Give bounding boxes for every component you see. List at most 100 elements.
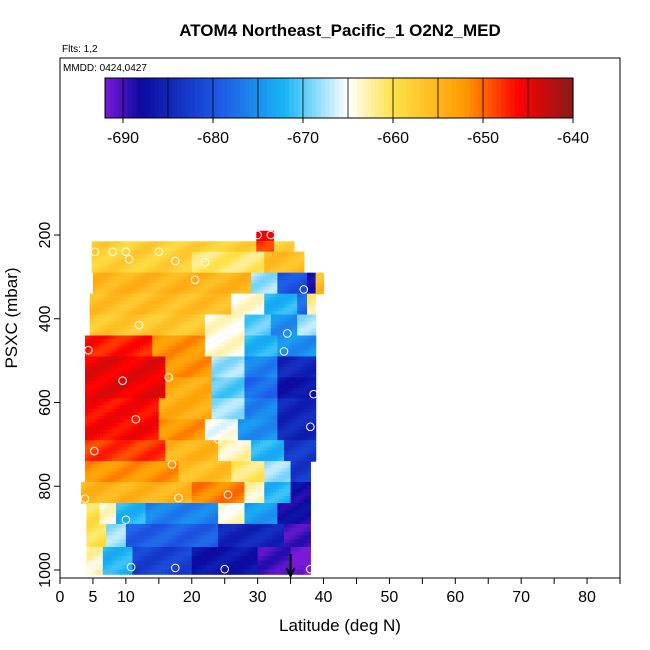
heatmap-cell [217, 415, 222, 420]
heatmap-cell [171, 373, 176, 378]
heatmap-cell [201, 307, 205, 312]
heatmap-cell [234, 419, 239, 424]
heatmap-cell [202, 408, 207, 413]
heatmap-cell [265, 359, 270, 365]
heatmap-cell [129, 398, 133, 403]
heatmap-cell [265, 338, 270, 344]
heatmap-cell [112, 248, 117, 251]
heatmap-cell [242, 290, 246, 295]
heatmap-cell [259, 241, 263, 244]
heatmap-cell [271, 370, 276, 375]
heatmap-cell [129, 332, 133, 337]
heatmap-cell [182, 401, 186, 406]
heatmap-cell [177, 307, 181, 312]
heatmap-cell [301, 290, 305, 295]
heatmap-cell [273, 265, 277, 270]
heatmap-cell [96, 366, 101, 371]
heatmap-cell [109, 258, 114, 263]
heatmap-cell [271, 283, 276, 288]
heatmap-cell [176, 244, 180, 248]
heatmap-cell [306, 349, 311, 354]
heatmap-cell [270, 304, 274, 309]
heatmap-cell [267, 332, 272, 337]
heatmap-cell [152, 276, 157, 281]
heatmap-cell [112, 352, 117, 358]
heatmap-cell [277, 345, 281, 351]
heatmap-cell [295, 370, 299, 375]
heatmap-cell [219, 304, 223, 309]
heatmap-cell [238, 366, 243, 371]
heatmap-cell [315, 276, 319, 281]
heatmap-cell [202, 384, 206, 389]
colorbar-step [235, 78, 241, 118]
heatmap-cell [280, 349, 284, 354]
colorbar-step [451, 78, 457, 118]
heatmap-cell [285, 307, 289, 312]
heatmap-cell [114, 426, 119, 431]
heatmap-cell [96, 457, 101, 462]
heatmap-cell [292, 373, 296, 378]
heatmap-cell [256, 325, 260, 330]
heatmap-cell [99, 412, 104, 417]
heatmap-cell [197, 276, 201, 281]
heatmap-cell [110, 293, 115, 298]
heatmap-cell [185, 246, 189, 249]
heatmap-cell [306, 429, 311, 434]
heatmap-cell [199, 377, 203, 382]
heatmap-cell [102, 363, 107, 368]
heatmap-cell [309, 366, 314, 371]
heatmap-cell [159, 314, 164, 319]
heatmap-cell [158, 349, 162, 354]
heatmap-cell [286, 363, 290, 368]
heatmap-cell [297, 349, 302, 354]
heatmap-cell [178, 262, 182, 267]
heatmap-cell [271, 391, 276, 396]
heatmap-cell [144, 405, 148, 410]
heatmap-cell [167, 279, 172, 284]
heatmap-cell [88, 387, 92, 392]
heatmap-cell [176, 286, 181, 291]
heatmap-cell [97, 335, 101, 340]
heatmap-cell [109, 338, 114, 344]
heatmap-cell [181, 342, 186, 347]
heatmap-cell [155, 286, 160, 291]
heatmap-cell [141, 366, 146, 371]
heatmap-cell [271, 436, 275, 441]
heatmap-cell [138, 332, 142, 337]
heatmap-cell [123, 426, 127, 431]
heatmap-cell [226, 342, 230, 347]
heatmap-cell [147, 380, 152, 385]
heatmap-cell [107, 283, 112, 288]
heatmap-cell [223, 338, 227, 344]
heatmap-cell [211, 325, 215, 330]
heatmap-cell [258, 307, 262, 312]
heatmap-cell [264, 236, 269, 239]
heatmap-cell [249, 311, 253, 316]
heatmap-cell [156, 366, 161, 371]
heatmap-cell [165, 394, 170, 399]
heatmap-cell [233, 250, 238, 253]
heatmap-cell [219, 307, 223, 312]
heatmap-cell [187, 342, 191, 347]
heatmap-cell [262, 398, 267, 403]
heatmap-cell [307, 272, 311, 277]
heatmap-cell [214, 352, 218, 358]
heatmap-cell [178, 349, 183, 354]
heatmap-cell [94, 258, 99, 263]
heatmap-cell [295, 377, 299, 382]
heatmap-cell [153, 366, 158, 371]
heatmap-cell [291, 297, 295, 302]
heatmap-cell [136, 255, 141, 260]
heatmap-cell [315, 286, 319, 291]
heatmap-cell [90, 426, 95, 431]
heatmap-cell [173, 401, 177, 406]
heatmap-cell [265, 394, 270, 399]
heatmap-cell [252, 258, 256, 263]
heatmap-cell [295, 419, 299, 424]
heatmap-cell [136, 248, 141, 251]
heatmap-cell [166, 352, 171, 358]
heatmap-cell [141, 401, 145, 406]
heatmap-cell [158, 243, 162, 246]
heatmap-cell [144, 394, 149, 399]
heatmap-cell [237, 419, 242, 424]
